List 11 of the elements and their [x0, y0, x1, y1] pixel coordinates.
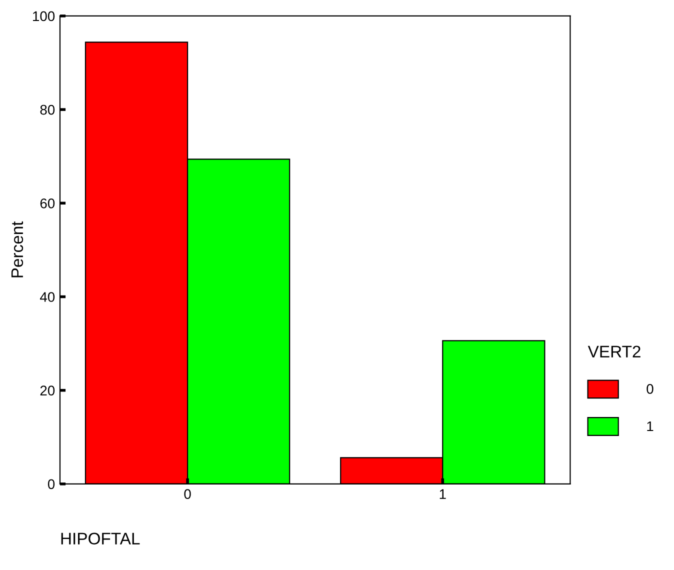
y-tick-label: 60: [40, 198, 55, 208]
y-axis-title: Percent: [11, 221, 24, 278]
y-tick-label: 80: [40, 104, 55, 115]
legend-title: VERT2: [588, 346, 640, 358]
y-tick-label: 20: [40, 386, 55, 396]
x-axis-title: HIPOFTAL: [61, 532, 140, 545]
y-tick-label: 0: [48, 479, 55, 490]
y-tick-label: 40: [40, 292, 55, 302]
y-tick-label: 100: [33, 11, 55, 22]
legend-label: 1: [647, 421, 654, 432]
legend-label: 0: [646, 384, 654, 394]
